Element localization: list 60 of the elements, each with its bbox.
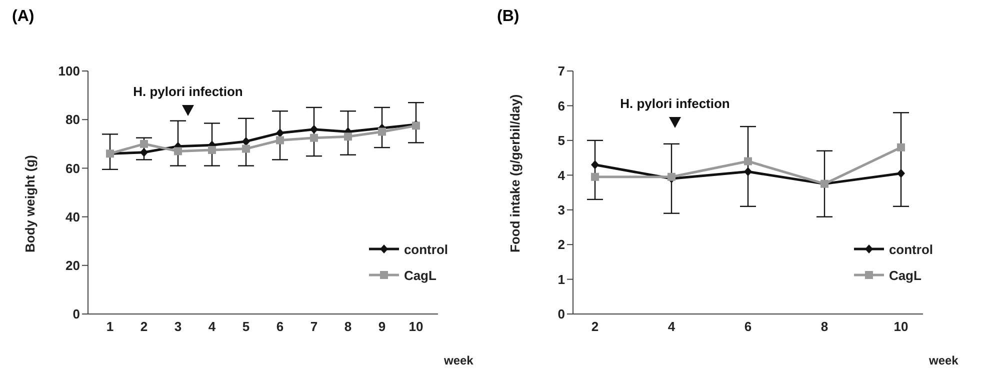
legend-label: control [404, 242, 448, 256]
y-axis-title: Food intake (g/gerbil/day) [508, 94, 523, 252]
y-tick-label: 6 [558, 98, 565, 114]
y-tick-label: 2 [558, 237, 565, 252]
legend-label: control [888, 242, 933, 256]
y-tick-label: 80 [66, 112, 80, 128]
x-tick-label: 4 [668, 319, 676, 334]
chart-title: (B) [497, 8, 520, 26]
point [744, 167, 752, 176]
y-tick-label: 4 [558, 168, 566, 183]
x-axis-title: week [443, 353, 474, 368]
x-tick-label: 5 [242, 319, 250, 334]
y-tick-label: 0 [72, 306, 80, 322]
annotation: H. pylori infection [620, 96, 730, 111]
y-tick-label: 100 [58, 64, 80, 79]
point [897, 143, 905, 152]
point [344, 132, 352, 141]
y-tick-label: 0 [558, 306, 565, 322]
annotation: H. pylori infection [133, 84, 243, 99]
chart-title: (A) [12, 8, 34, 26]
x-tick-label: 6 [744, 319, 752, 334]
x-tick-label: 3 [174, 319, 182, 334]
legend-label: CagL [888, 268, 922, 282]
point [174, 147, 182, 156]
point [276, 136, 284, 144]
point [310, 124, 318, 134]
x-tick-label: 2 [591, 319, 599, 334]
x-tick-label: 9 [378, 319, 386, 334]
y-tick-label: 1 [558, 272, 565, 287]
x-tick-label: 6 [276, 319, 284, 334]
point [208, 146, 216, 154]
y-tick-label: 40 [66, 209, 80, 224]
y-tick-label: 7 [558, 64, 565, 79]
point [242, 136, 250, 146]
x-tick-label: 8 [820, 319, 828, 334]
point [897, 168, 905, 178]
point [744, 157, 752, 166]
y-tick-label: 60 [66, 160, 80, 176]
point [140, 140, 148, 148]
y-tick-label: 3 [558, 202, 565, 218]
x-tick-label: 8 [344, 319, 352, 334]
x-tick-label: 2 [140, 319, 148, 334]
point [276, 128, 284, 138]
point [310, 134, 318, 142]
x-tick-label: 10 [408, 319, 424, 334]
point [668, 172, 676, 181]
x-tick-label: 1 [106, 319, 114, 334]
x-tick-label: 7 [310, 319, 318, 334]
y-tick-label: 5 [558, 133, 565, 148]
x-axis-title: week [928, 353, 959, 368]
point [242, 144, 250, 153]
x-tick-label: 10 [894, 319, 908, 334]
point [591, 160, 599, 170]
point [378, 128, 386, 136]
x-tick-label: 4 [208, 319, 216, 334]
legend-label: CagL [404, 268, 436, 282]
y-tick-label: 20 [66, 258, 80, 274]
point [140, 148, 148, 157]
y-axis-title: Body weight (g) [22, 155, 38, 252]
point [591, 172, 599, 181]
